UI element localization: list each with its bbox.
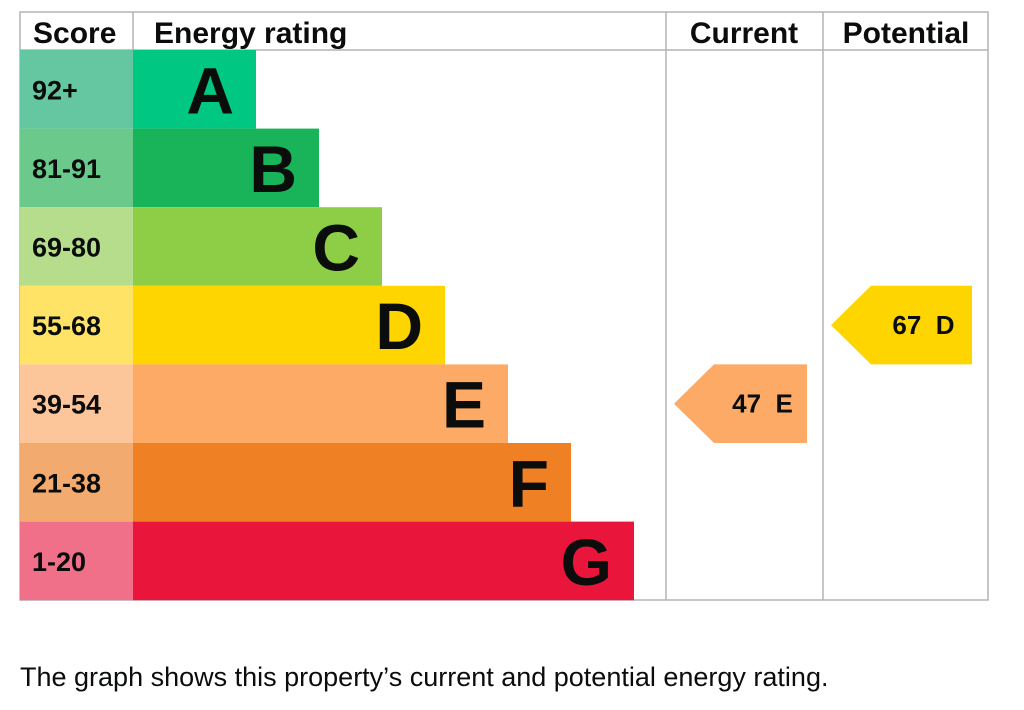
band-bar: [133, 443, 571, 522]
band-bar: [133, 521, 634, 601]
potential-rating-arrow-label: 67 D: [892, 310, 954, 340]
band-d: 55-68 D: [20, 285, 445, 365]
band-letter: C: [312, 211, 360, 285]
current-rating-arrow-label: 47 E: [732, 389, 793, 419]
current-rating-arrow: 47 E: [674, 364, 807, 443]
header-potential: Potential: [843, 17, 970, 50]
potential-rating-arrow-shape: [831, 285, 972, 365]
score-cell: [20, 207, 133, 286]
score-cell: [20, 50, 133, 129]
score-range-label: 39-54: [32, 390, 101, 420]
score-range-label: 1-20: [32, 547, 86, 577]
band-c: 69-80 C: [20, 207, 382, 286]
score-cell: [20, 443, 133, 522]
score-cell: [20, 521, 133, 601]
rating-bands: 92+ A 81-91 B 69-80 C 55-68 D 39-54 E 21-38 F 1-20 G: [20, 50, 634, 601]
score-range-label: 55-68: [32, 311, 101, 341]
band-letter: D: [375, 289, 423, 363]
band-g: 1-20 G: [20, 521, 634, 601]
score-cell: [20, 364, 133, 443]
band-b: 81-91 B: [20, 128, 319, 208]
band-letter: F: [509, 446, 549, 520]
header-current: Current: [690, 17, 798, 50]
energy-rating-chart: Score Energy rating Current Potential 92…: [19, 11, 989, 601]
chart-caption: The graph shows this property’s current …: [20, 662, 829, 692]
band-f: 21-38 F: [20, 443, 571, 522]
header-score: Score: [33, 17, 116, 50]
score-range-label: 21-38: [32, 468, 101, 498]
band-bar: [133, 50, 256, 129]
score-cell: [20, 128, 133, 208]
current-rating-arrow-shape: [674, 364, 807, 443]
band-a: 92+ A: [20, 50, 256, 129]
score-range-label: 92+: [32, 75, 78, 105]
band-letter: G: [561, 525, 612, 599]
band-letter: B: [249, 132, 297, 206]
header-energy-rating: Energy rating: [154, 17, 347, 50]
band-e: 39-54 E: [20, 364, 508, 443]
score-cell: [20, 285, 133, 365]
chart-headers: Score Energy rating Current Potential: [33, 17, 969, 50]
band-bar: [133, 207, 382, 286]
band-bar: [133, 128, 319, 208]
potential-rating-arrow: 67 D: [831, 285, 972, 365]
band-letter: A: [186, 53, 234, 127]
band-bar: [133, 364, 508, 443]
band-letter: E: [442, 368, 486, 442]
rating-arrows: 47 E 67 D: [674, 285, 972, 443]
score-range-label: 81-91: [32, 154, 101, 184]
score-range-label: 69-80: [32, 233, 101, 263]
band-bar: [133, 285, 445, 365]
